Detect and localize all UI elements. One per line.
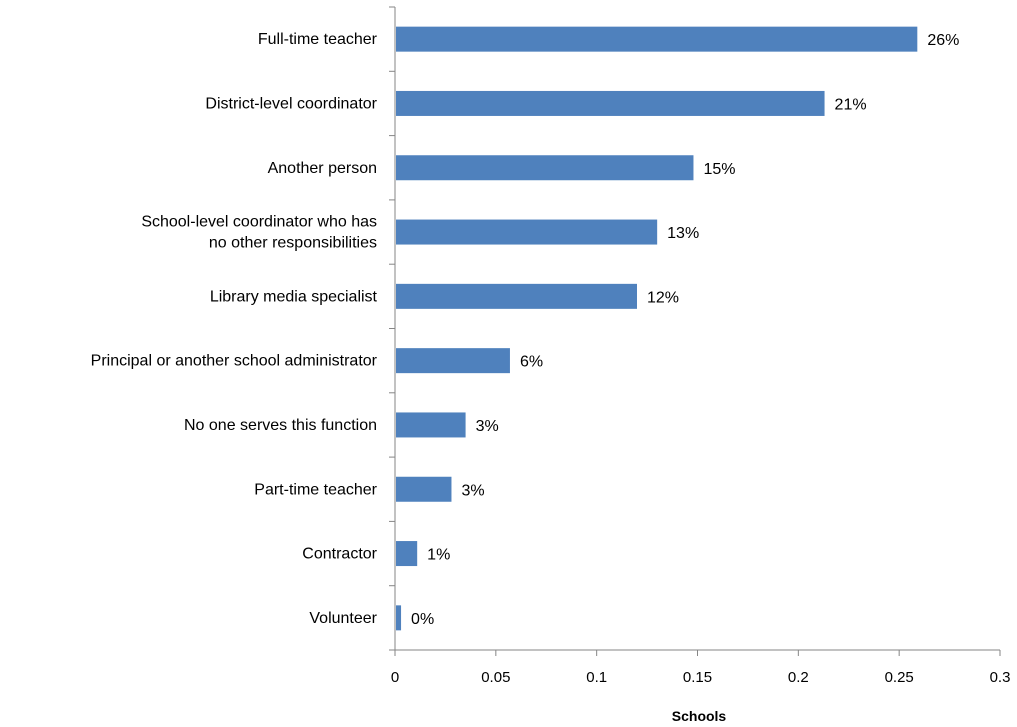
labels-layer: Full-time teacher 26% District-level coord… [91,31,1011,686]
bars-layer [396,26,918,631]
bar [396,541,418,567]
x-tick-label: 0.25 [885,669,914,686]
category-label: Contractor [302,546,377,563]
bar [396,26,918,52]
bar [396,412,466,438]
category-label: District-level coordinator [205,95,377,112]
data-label: 12% [647,289,679,306]
category-label: Volunteer [309,610,377,627]
data-label: 1% [427,547,450,564]
data-label: 21% [835,96,867,113]
x-tick-label: 0.3 [990,669,1011,686]
category-label: School-level coordinator who has no other… [141,214,377,252]
category-label: Full-time teacher [258,31,378,48]
category-label: Another person [268,160,377,177]
x-tick-label: 0.2 [788,669,809,686]
x-tick-label: 0.1 [586,669,607,686]
bar [396,90,825,116]
data-label: 6% [520,354,543,371]
x-axis-title: Schools [672,708,727,724]
bar [396,348,510,374]
bar [396,219,658,245]
data-label: 0% [411,611,434,628]
data-label: 3% [461,482,484,499]
bar [396,605,402,631]
bar [396,476,452,502]
data-label: 15% [703,161,735,178]
data-label: 13% [667,225,699,242]
category-label: Part-time teacher [254,481,377,498]
axes-layer [389,6,1001,656]
x-tick-label: 0.05 [481,669,510,686]
category-label: No one serves this function [184,417,377,434]
x-tick-label: 0.15 [683,669,712,686]
x-tick-label: 0 [391,669,399,686]
category-label: Principal or another school administrato… [91,353,378,370]
bar [396,155,694,181]
category-label: Library media specialist [210,288,378,305]
data-label: 26% [927,32,959,49]
data-label: 3% [476,418,499,435]
bar [396,283,637,309]
